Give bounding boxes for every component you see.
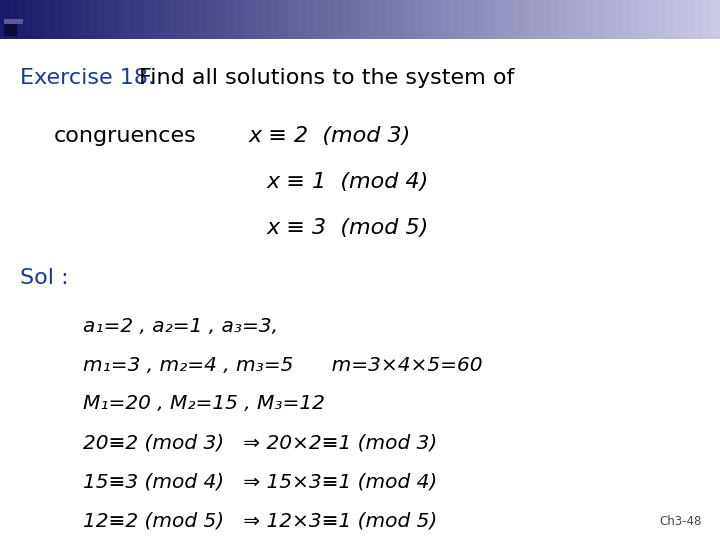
Bar (621, 0, 631, 39)
Bar (54, 0, 63, 39)
Bar (234, 0, 243, 39)
Bar (576, 0, 585, 39)
Bar (495, 0, 505, 39)
Bar (90, 0, 99, 39)
Bar (180, 0, 190, 39)
Bar (360, 0, 370, 39)
Bar (144, 0, 154, 39)
Bar (189, 0, 199, 39)
Bar (81, 0, 91, 39)
Bar (207, 0, 217, 39)
Bar (108, 0, 118, 39)
Bar (648, 0, 657, 39)
Bar (117, 0, 127, 39)
Text: 20≡2 (mod 3)   ⇒ 20×2≡1 (mod 3): 20≡2 (mod 3) ⇒ 20×2≡1 (mod 3) (83, 433, 437, 453)
Bar (135, 0, 145, 39)
Bar (711, 0, 720, 39)
Bar (216, 0, 226, 39)
Text: Ch3-48: Ch3-48 (660, 515, 702, 528)
Bar (639, 0, 649, 39)
Bar (567, 0, 577, 39)
Bar (333, 0, 343, 39)
Bar (693, 0, 703, 39)
Bar (351, 0, 361, 39)
Bar (279, 0, 289, 39)
Bar (486, 0, 496, 39)
Bar (558, 0, 567, 39)
Bar (630, 0, 639, 39)
Bar (45, 0, 55, 39)
Text: M₁=20 , M₂=15 , M₃=12: M₁=20 , M₂=15 , M₃=12 (83, 394, 325, 414)
Bar (63, 0, 73, 39)
Bar (468, 0, 478, 39)
Bar (225, 0, 235, 39)
Text: 15≡3 (mod 4)   ⇒ 15×3≡1 (mod 4): 15≡3 (mod 4) ⇒ 15×3≡1 (mod 4) (83, 472, 437, 491)
Bar (702, 0, 711, 39)
Bar (252, 0, 262, 39)
Bar (396, 0, 406, 39)
Bar (162, 0, 172, 39)
Bar (423, 0, 433, 39)
Bar (531, 0, 541, 39)
Text: 12≡2 (mod 5)   ⇒ 12×3≡1 (mod 5): 12≡2 (mod 5) ⇒ 12×3≡1 (mod 5) (83, 511, 437, 530)
Bar (405, 0, 415, 39)
Bar (99, 0, 109, 39)
Bar (666, 0, 675, 39)
Bar (4, 24, 17, 36)
Bar (414, 0, 423, 39)
Text: x ≡ 2  (mod 3): x ≡ 2 (mod 3) (248, 126, 410, 146)
Bar (657, 0, 667, 39)
Text: m₁=3 , m₂=4 , m₃=5      m=3×4×5=60: m₁=3 , m₂=4 , m₃=5 m=3×4×5=60 (83, 355, 482, 375)
Bar (477, 0, 487, 39)
Bar (324, 0, 334, 39)
Text: Sol :: Sol : (20, 268, 69, 288)
Bar (0, 0, 10, 39)
Bar (243, 0, 253, 39)
Bar (4, 19, 23, 24)
Bar (297, 0, 307, 39)
Bar (27, 0, 37, 39)
Text: Exercise 18.: Exercise 18. (20, 68, 156, 87)
Bar (378, 0, 387, 39)
Bar (594, 0, 603, 39)
Bar (675, 0, 685, 39)
Bar (549, 0, 559, 39)
Bar (603, 0, 613, 39)
Bar (540, 0, 550, 39)
Bar (171, 0, 181, 39)
Bar (459, 0, 469, 39)
Bar (18, 0, 28, 39)
Text: congruences: congruences (54, 126, 197, 146)
Bar (153, 0, 163, 39)
Bar (684, 0, 693, 39)
Bar (306, 0, 316, 39)
Bar (261, 0, 271, 39)
Bar (522, 0, 531, 39)
Bar (432, 0, 441, 39)
Bar (387, 0, 397, 39)
Bar (441, 0, 451, 39)
Bar (342, 0, 352, 39)
Text: Find all solutions to the system of: Find all solutions to the system of (132, 68, 514, 87)
Bar (504, 0, 513, 39)
Text: a₁=2 , a₂=1 , a₃=3,: a₁=2 , a₂=1 , a₃=3, (83, 316, 278, 336)
Bar (270, 0, 280, 39)
Bar (450, 0, 459, 39)
Text: x ≡ 3  (mod 5): x ≡ 3 (mod 5) (266, 218, 428, 238)
Bar (288, 0, 298, 39)
Bar (9, 0, 19, 39)
Bar (72, 0, 82, 39)
Bar (513, 0, 523, 39)
Text: x ≡ 1  (mod 4): x ≡ 1 (mod 4) (266, 172, 428, 192)
Bar (612, 0, 621, 39)
Bar (585, 0, 595, 39)
Bar (36, 0, 46, 39)
Bar (315, 0, 325, 39)
Bar (126, 0, 135, 39)
Bar (369, 0, 379, 39)
Bar (198, 0, 208, 39)
